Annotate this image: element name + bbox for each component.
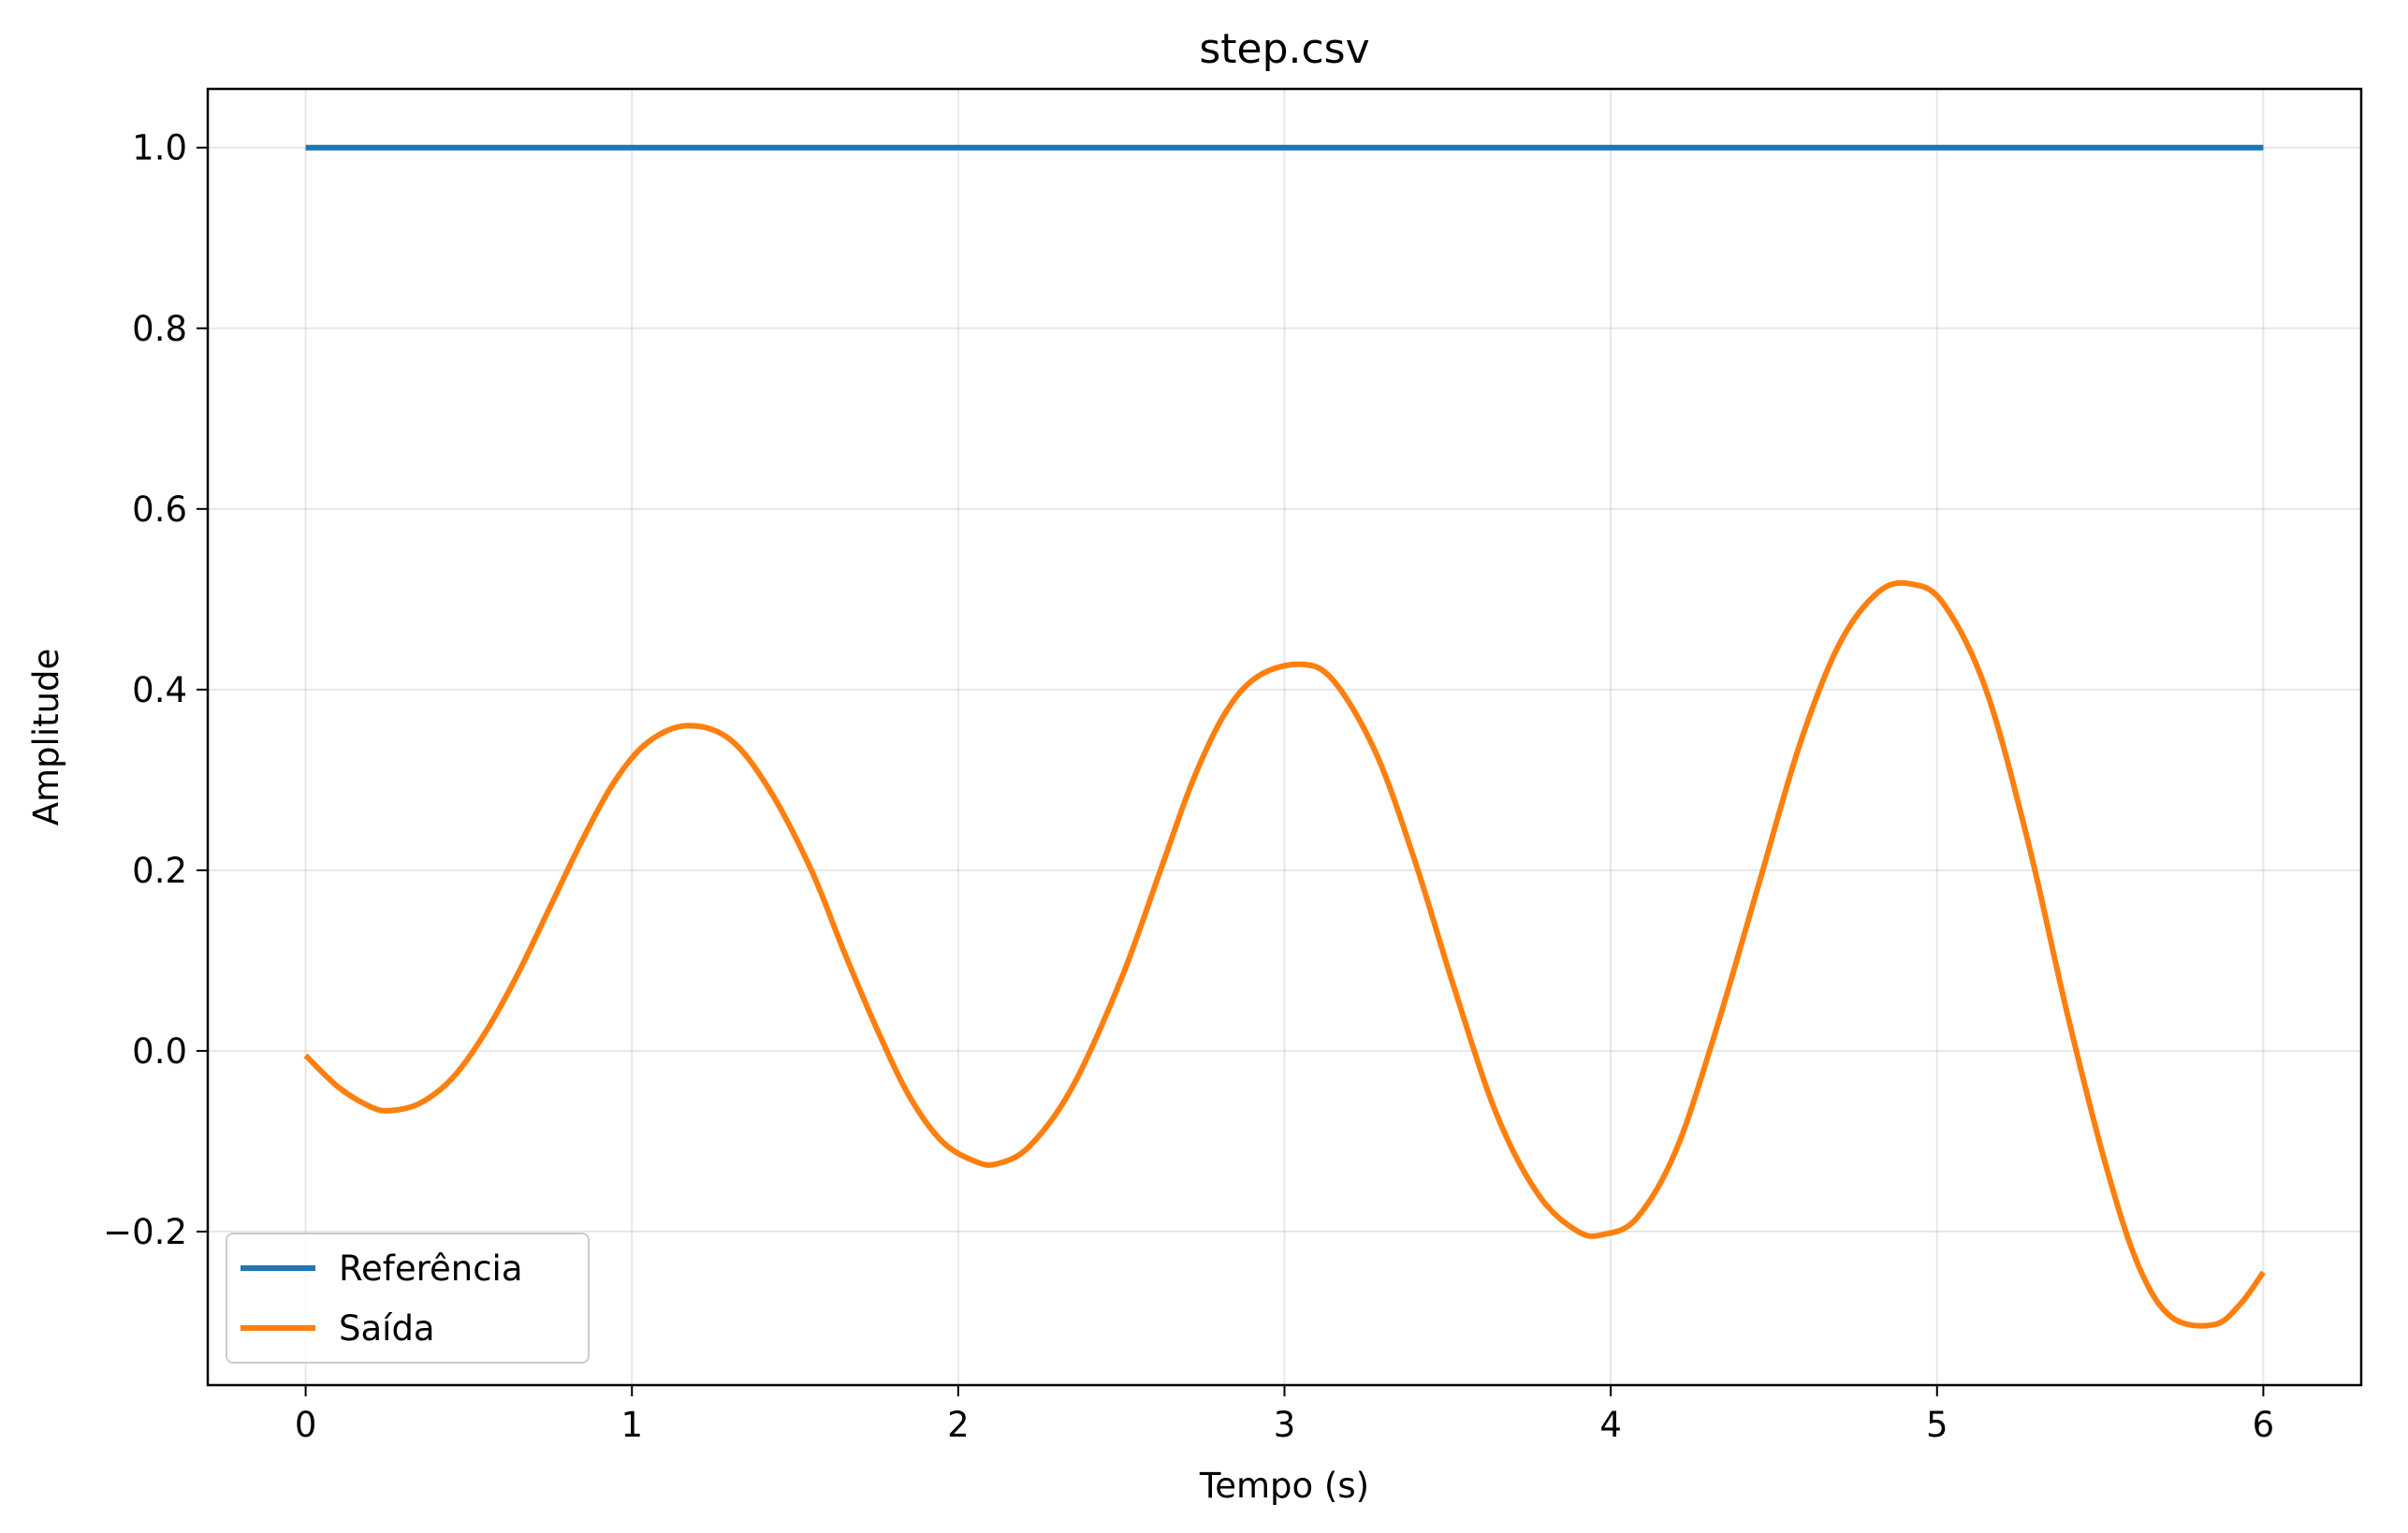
- x-tick-label: 1: [620, 1405, 643, 1445]
- legend-label: Referência: [339, 1248, 523, 1289]
- series-layer: [303, 144, 2266, 1329]
- y-tick-label: 0.0: [132, 1031, 187, 1072]
- y-tick-label: 0.8: [132, 309, 187, 349]
- x-tick-label: 5: [1926, 1405, 1948, 1445]
- x-tick-label: 3: [1274, 1405, 1296, 1445]
- x-tick-label: 0: [295, 1405, 317, 1445]
- y-tick-label: 0.2: [132, 851, 187, 891]
- y-axis-label: Amplitude: [26, 649, 66, 826]
- x-tick-label: 4: [1599, 1405, 1622, 1445]
- tick-layer: 0 1 2 3 4 5 6 −0.2 0.0 0.2 0.4 0.6 0.8 1.0: [103, 128, 2274, 1445]
- grid-layer: [208, 89, 2361, 1385]
- y-tick-label: 1.0: [132, 128, 187, 168]
- y-tick-label: 0.6: [132, 489, 187, 530]
- y-tick-label: 0.4: [132, 670, 187, 710]
- series-line-saida: [303, 579, 2266, 1329]
- legend: Referência Saída: [226, 1233, 590, 1364]
- y-tick-label: −0.2: [103, 1212, 187, 1252]
- x-tick-label: 6: [2253, 1405, 2275, 1445]
- legend-box: [226, 1233, 590, 1364]
- x-axis-label: Tempo (s): [1199, 1466, 1369, 1506]
- chart-title: step.csv: [1199, 25, 1369, 73]
- x-tick-label: 2: [947, 1405, 970, 1445]
- legend-label: Saída: [339, 1308, 435, 1349]
